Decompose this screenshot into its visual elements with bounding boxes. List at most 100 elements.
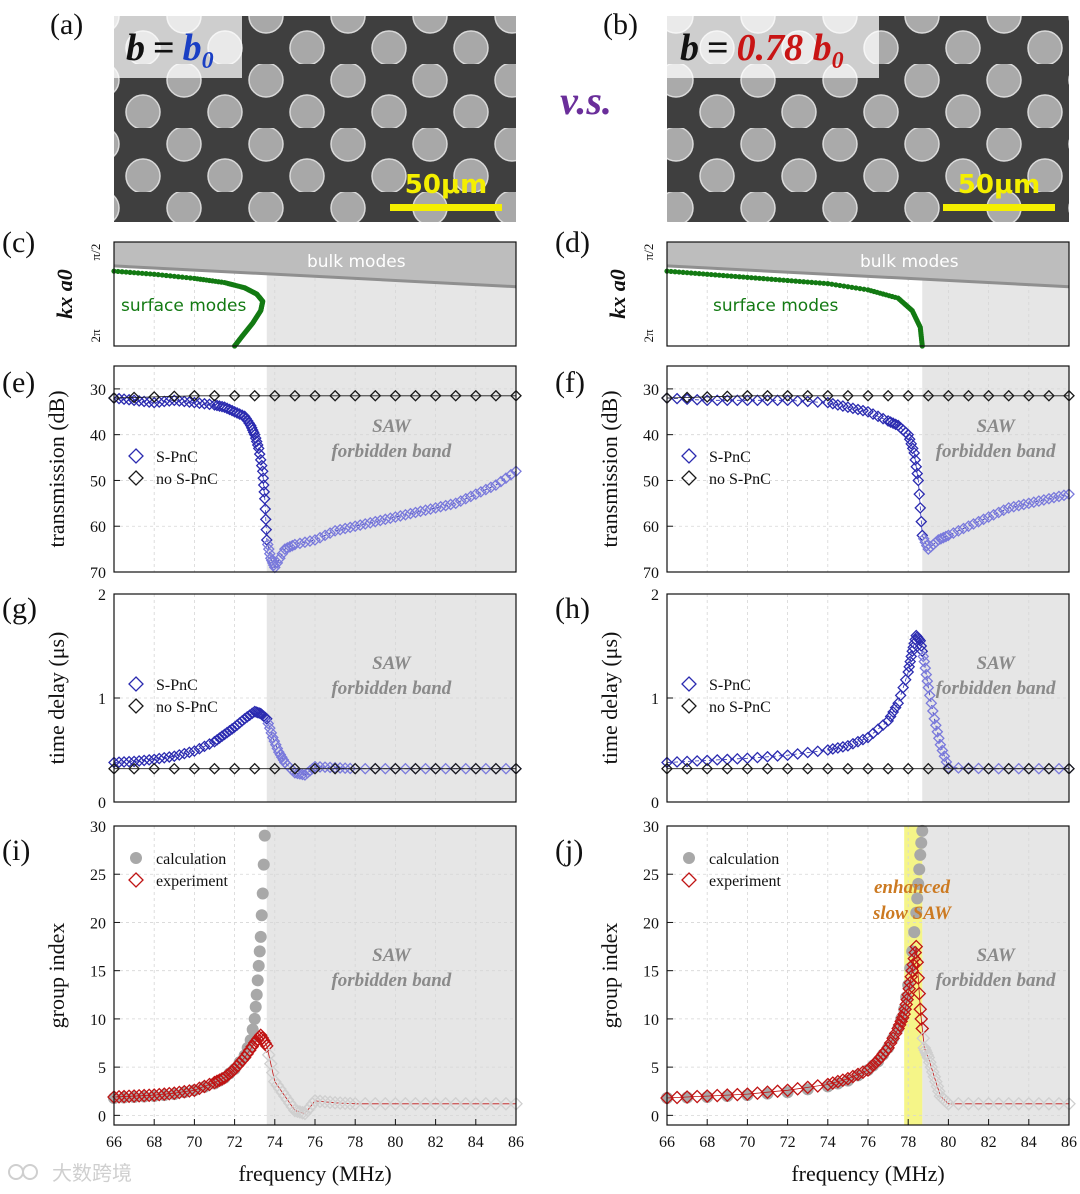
surface-mode-point	[825, 281, 831, 287]
surface-mode-point	[712, 272, 718, 278]
data-point	[168, 390, 181, 403]
data-point	[495, 475, 507, 488]
data-point	[932, 534, 945, 546]
surface-mode-point	[684, 270, 690, 276]
data-point	[700, 1089, 715, 1103]
data-point	[981, 1096, 996, 1111]
surface-mode-point	[756, 275, 763, 281]
surface-mode-point	[151, 271, 157, 277]
data-point	[424, 503, 437, 515]
data-point	[404, 507, 417, 520]
data-point	[884, 710, 897, 723]
data-point	[394, 510, 407, 522]
surface-mode-point	[768, 276, 775, 282]
data-point	[820, 1077, 835, 1092]
panel-label: (j)	[555, 834, 583, 867]
data-point	[887, 706, 900, 718]
data-point	[918, 1043, 933, 1058]
chart-i: 0 5 10 15 20 25 30 group index 66 68 70 72 74 76 78 80 8…	[44, 819, 524, 1186]
data-point	[118, 756, 130, 768]
data-point	[920, 1048, 935, 1062]
data-point	[1037, 493, 1050, 506]
data-point	[469, 389, 482, 402]
tick-label-x: 82	[428, 1134, 444, 1151]
scale-bar	[943, 204, 1055, 211]
chart-h: 0 1 2 time delay (μs) S-PnC no S-PnC SAW forbid…	[597, 587, 1075, 812]
data-point	[906, 442, 919, 455]
data-point	[257, 479, 270, 491]
data-point	[358, 1096, 373, 1111]
data-point	[741, 1089, 754, 1102]
surface-mode-point	[163, 272, 169, 279]
data-point	[841, 762, 854, 775]
data-point	[203, 398, 216, 411]
data-point	[908, 926, 921, 939]
data-point	[882, 762, 895, 775]
tick-label-y: 30	[643, 819, 659, 836]
legend-marker	[681, 676, 697, 692]
data-point	[670, 1090, 684, 1105]
bulk-modes-region	[667, 242, 1069, 287]
data-point	[911, 892, 924, 905]
data-point	[133, 755, 146, 767]
data-point	[178, 395, 191, 408]
data-point	[771, 394, 784, 407]
surface-mode-point	[692, 270, 698, 276]
data-point	[929, 719, 942, 732]
data-point	[489, 479, 502, 491]
data-point	[825, 1076, 840, 1090]
data-point	[922, 389, 935, 402]
data-point	[211, 733, 223, 746]
tick-label-y: 25	[90, 867, 106, 884]
legend-label: no S-PnC	[156, 699, 218, 716]
axis-label-y: group index	[44, 923, 69, 1029]
legend-marker	[128, 448, 144, 464]
surface-mode-point	[744, 274, 751, 280]
data-point	[711, 394, 724, 407]
data-point	[278, 543, 291, 556]
axis-label-x: frequency (MHz)	[238, 1161, 391, 1186]
data-point	[1007, 500, 1020, 513]
data-point	[972, 762, 985, 775]
chart-d: bulk modes surface modes kx a0 π/2 2π	[605, 241, 1070, 349]
data-point	[252, 442, 265, 455]
data-point	[203, 738, 216, 750]
surface-mode-point	[700, 271, 706, 277]
data-point	[142, 1088, 157, 1103]
data-point	[846, 1069, 860, 1084]
data-point	[122, 1089, 136, 1104]
data-point	[218, 728, 231, 741]
legend-label: no S-PnC	[709, 471, 771, 488]
data-point	[852, 735, 864, 748]
data-point	[928, 712, 941, 725]
series-no-s-pnc	[108, 389, 522, 404]
plot-frame	[666, 365, 1070, 573]
data-point	[368, 1096, 383, 1111]
data-point	[232, 1056, 247, 1071]
data-point	[760, 1085, 775, 1100]
data-point	[183, 396, 196, 408]
data-point	[344, 762, 357, 775]
data-point	[263, 1056, 278, 1071]
sem-b-label: b = 0.78 b0	[680, 27, 844, 74]
data-point	[459, 492, 472, 505]
data-point	[489, 762, 502, 775]
legend-label: calculation	[709, 851, 779, 868]
legend-marker	[130, 852, 142, 864]
data-point	[939, 530, 952, 543]
data-point	[228, 762, 241, 775]
surface-mode-point	[853, 285, 859, 291]
tick-label-x: 76	[860, 1134, 876, 1151]
data-point	[982, 511, 995, 523]
data-point	[889, 418, 902, 431]
data-point	[245, 1039, 260, 1054]
data-point	[680, 1090, 695, 1104]
data-point	[741, 394, 754, 407]
annotation-highlight: slow SAW	[872, 903, 952, 924]
data-point	[334, 523, 347, 536]
annotation-band: forbidden band	[331, 678, 451, 699]
series-no-s-pnc	[108, 762, 522, 775]
data-point	[836, 740, 849, 753]
surface-mode-point	[845, 284, 851, 290]
data-point	[260, 534, 273, 546]
